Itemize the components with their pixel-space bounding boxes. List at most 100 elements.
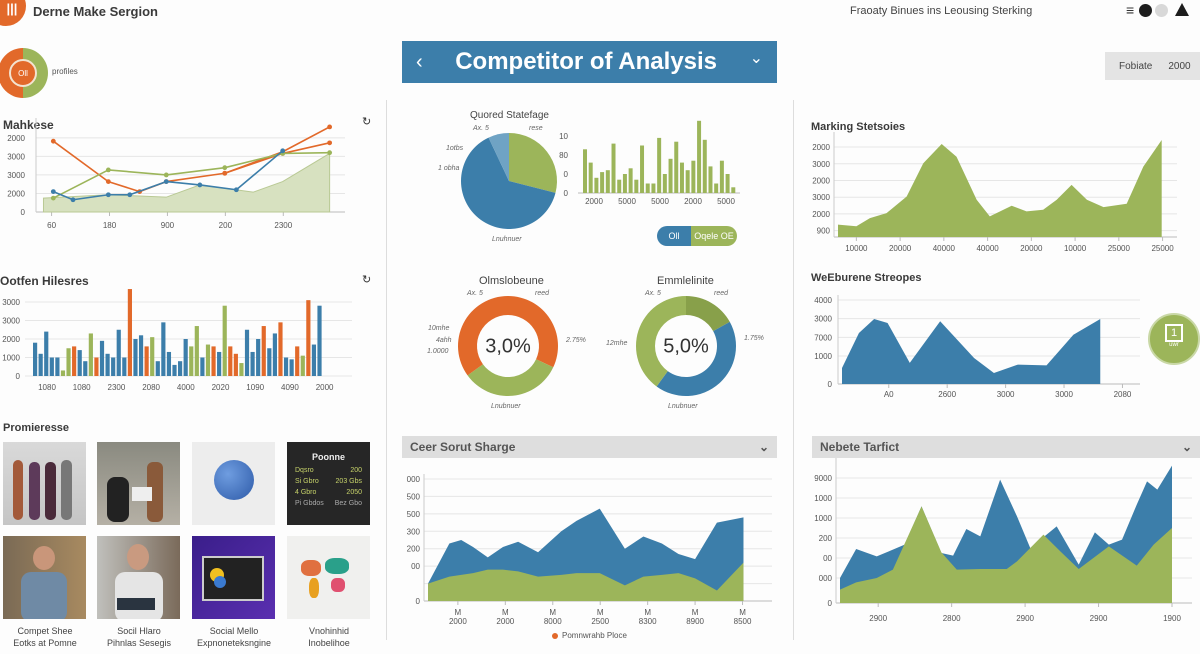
divider-right [793, 100, 794, 640]
toggle-option-oqele[interactable]: Oqele OE [691, 226, 737, 246]
y-tick-label: 3000 [2, 317, 20, 326]
menu-icon[interactable]: ≡ [1126, 2, 1135, 18]
data-point [137, 189, 143, 195]
bar [719, 160, 724, 193]
x-tick-label: 1900 [1163, 614, 1181, 623]
y-tick-label: 2000 [812, 210, 830, 219]
bar [122, 357, 127, 376]
x-tick-label: 2500 [591, 617, 609, 626]
product-image-globe[interactable] [192, 442, 275, 525]
x-tick-label: 2020 [212, 383, 230, 392]
data-point [280, 151, 286, 156]
y-tick-label: 3000 [2, 298, 20, 307]
x-tick-label: 4000 [177, 383, 195, 392]
y-tick-label: 3000 [7, 152, 25, 161]
bar [38, 353, 43, 376]
triangle-icon[interactable] [1175, 3, 1189, 16]
product-caption: Socil Hlaro Pihnlas Sesegis [106, 626, 172, 648]
product-image-tablet-screen[interactable] [192, 536, 275, 619]
y-tick-label: 9000 [814, 474, 832, 483]
bar [83, 361, 88, 376]
donut1-label: 4ahh [436, 337, 452, 344]
slice-green [509, 133, 557, 193]
product-image-pricing-card[interactable]: Poonne Dqsro 200 Si Gbro 203 Gbs 4 Gbro 205… [287, 442, 370, 525]
bar [222, 305, 227, 376]
x-tick-marker: M [644, 608, 651, 617]
bar [283, 357, 289, 376]
product-image-world-map[interactable] [287, 536, 370, 619]
x-tick-label: 5000 [618, 197, 636, 206]
bar [640, 145, 645, 193]
chevron-left-icon[interactable]: ‹ [416, 50, 423, 73]
competitor-banner: ‹ Competitor of Analysis ⌄ [402, 41, 777, 83]
donut1-center: 3,0% [485, 335, 531, 358]
x-tick-label: 8300 [639, 617, 657, 626]
bar [697, 120, 702, 193]
x-tick-label: 1090 [246, 383, 264, 392]
product-caption: Vnohinhid Inobelihoe [308, 626, 350, 648]
chevron-down-icon[interactable]: ⌄ [1181, 440, 1192, 454]
product-image-woman-tablet[interactable] [97, 536, 180, 619]
dark-circle-icon[interactable] [1139, 4, 1152, 17]
donut1-label: 10mhe [428, 325, 450, 332]
pie-label: rese [529, 125, 543, 132]
x-tick-label: 25000 [1151, 244, 1174, 253]
refresh-icon[interactable]: ↻ [362, 116, 372, 128]
quored-toggle[interactable]: Oll Oqele OE [657, 226, 737, 246]
product-caption: Compet Shee Eotks at Pomne [13, 626, 77, 648]
bar [133, 339, 138, 376]
x-tick-label: 2000 [496, 617, 514, 626]
ceer-header[interactable]: Ceer Sorut Sharge ⌄ [402, 436, 777, 458]
bar [611, 143, 616, 193]
x-tick-marker: M [597, 608, 604, 617]
nebete-header[interactable]: Nebete Tarfict ⌄ [812, 436, 1200, 458]
chevron-down-icon[interactable]: ⌄ [758, 440, 769, 454]
data-point [50, 189, 56, 195]
y-tick-label: 10 [559, 132, 568, 141]
profile-donut[interactable]: Oll [0, 48, 48, 98]
product-image-team[interactable] [3, 442, 86, 525]
y-tick-label: 2000 [7, 189, 25, 198]
bar [88, 333, 93, 376]
refresh-icon[interactable]: ↻ [362, 274, 372, 286]
bars-icon: ||| [6, 1, 18, 16]
x-tick-label: 200 [219, 221, 233, 230]
y-tick-label: 0 [564, 189, 569, 198]
y-tick-label: 300 [407, 527, 421, 536]
bar [588, 162, 593, 193]
donut1-label: Lnubnuer [491, 403, 521, 410]
home-nav-button[interactable]: 1 uwr [1148, 313, 1200, 365]
bar [49, 357, 54, 376]
y-tick-label: 500 [407, 492, 421, 501]
chevron-down-icon[interactable]: ⌄ [749, 50, 763, 67]
data-point [105, 167, 111, 173]
area-series-blue [840, 465, 1172, 603]
nebete-title: Nebete Tarfict [820, 440, 900, 454]
x-tick-label: 3000 [997, 390, 1015, 399]
bar [127, 289, 132, 376]
donut1-label: 1.0000 [427, 348, 449, 355]
bar [594, 177, 599, 193]
line-series-orange [224, 142, 330, 175]
light-circle-icon[interactable] [1155, 4, 1168, 17]
bar [33, 342, 38, 376]
line-series-green [52, 151, 330, 199]
app-logo[interactable]: ||| [0, 0, 26, 26]
x-tick-label: 40000 [976, 244, 999, 253]
y-tick-label: 0 [564, 170, 569, 179]
data-point [222, 165, 228, 171]
product-image-meeting[interactable] [97, 442, 180, 525]
bar [244, 329, 250, 376]
product-image-student[interactable] [3, 536, 86, 619]
y-tick-label: 3000 [812, 160, 830, 169]
bar [60, 370, 66, 376]
bar [211, 346, 216, 376]
filter-pill[interactable]: Fobiate 2000 [1105, 52, 1200, 80]
x-tick-label: 20000 [1020, 244, 1043, 253]
bar [99, 340, 105, 376]
area-series-green [428, 562, 744, 601]
bar [702, 139, 707, 193]
toggle-option-oll[interactable]: Oll [657, 226, 691, 246]
bar [651, 183, 656, 193]
